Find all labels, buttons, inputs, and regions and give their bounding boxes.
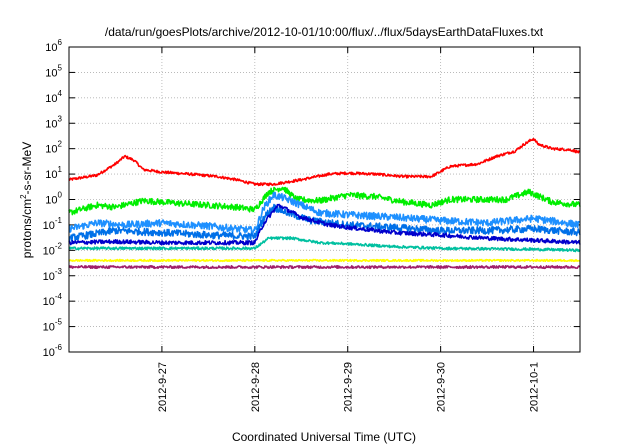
y-tick-label: 106	[45, 38, 62, 54]
y-tick-base: 10	[43, 271, 55, 283]
y-tick-base: 10	[45, 93, 57, 105]
y-tick-base: 10	[45, 67, 57, 79]
y-tick-exp: -1	[55, 216, 63, 225]
y-tick-exp: -4	[55, 292, 63, 301]
plot-border	[68, 46, 581, 353]
y-tick-label: 100	[45, 191, 62, 207]
y-axis-label-rest: -s-sr-MeV	[20, 142, 34, 195]
series-group	[68, 137, 581, 270]
y-tick-base: 10	[43, 296, 55, 308]
x-tick-label: 2012-10-1	[529, 362, 541, 412]
x-tick-label: 2012-9-29	[343, 362, 355, 412]
series-line-6	[68, 258, 581, 263]
y-tick-label: 103	[45, 114, 62, 130]
y-tick-exp: 6	[58, 38, 63, 47]
y-tick-base: 10	[45, 144, 57, 156]
y-axis-label: protons/cm2-s-sr-MeV	[19, 142, 34, 258]
y-tick-labels: 10-610-510-410-310-210-11001011021031041…	[43, 38, 63, 359]
y-tick-label: 10-3	[43, 267, 63, 283]
y-tick-label: 101	[45, 165, 62, 181]
y-tick-base: 10	[45, 42, 57, 54]
y-tick-exp: 2	[58, 140, 63, 149]
y-tick-label: 10-6	[43, 343, 63, 359]
y-tick-base: 10	[45, 169, 57, 181]
y-tick-label: 104	[45, 89, 62, 105]
y-tick-exp: -5	[55, 318, 63, 327]
x-tick-label: 2012-9-30	[436, 362, 448, 412]
y-tick-base: 10	[45, 118, 57, 130]
series-line-7	[68, 265, 581, 270]
y-tick-base: 10	[43, 220, 55, 232]
series-line-5	[68, 236, 581, 253]
y-tick-base: 10	[45, 195, 57, 207]
series-line-2	[68, 191, 581, 235]
y-tick-exp: 3	[58, 114, 63, 123]
y-tick-exp: -2	[55, 241, 63, 250]
y-tick-base: 10	[43, 245, 55, 257]
x-tick-label: 2012-9-28	[250, 362, 262, 412]
series-line-4	[68, 203, 581, 246]
y-tick-label: 10-5	[43, 318, 63, 334]
y-tick-exp: 4	[58, 89, 63, 98]
y-tick-label: 10-1	[43, 216, 63, 232]
x-axis-label: Coordinated Universal Time (UTC)	[232, 430, 416, 444]
x-tick-labels: 2012-9-27 2012-9-28 2012-9-29 2012-9-30 2012…	[157, 362, 541, 412]
y-tick-base: 10	[43, 322, 55, 334]
series-line-0	[68, 137, 581, 187]
y-tick-label: 10-2	[43, 241, 63, 257]
y-tick-exp: -6	[55, 343, 63, 352]
y-tick-label: 102	[45, 140, 62, 156]
y-tick-label: 10-4	[43, 292, 63, 308]
y-axis-label-sup: 2	[19, 194, 28, 199]
y-tick-exp: -3	[55, 267, 63, 276]
y-tick-exp: 0	[58, 191, 63, 200]
y-tick-label: 105	[45, 63, 62, 79]
y-tick-base: 10	[43, 347, 55, 359]
series-line-1	[68, 186, 581, 216]
x-tick-label: 2012-9-27	[157, 362, 169, 412]
y-tick-exp: 1	[58, 165, 63, 174]
y-tick-exp: 5	[58, 63, 63, 72]
y-axis-label-main: protons/cm	[20, 199, 34, 258]
chart-title: /data/run/goesPlots/archive/2012-10-01/1…	[105, 25, 544, 39]
